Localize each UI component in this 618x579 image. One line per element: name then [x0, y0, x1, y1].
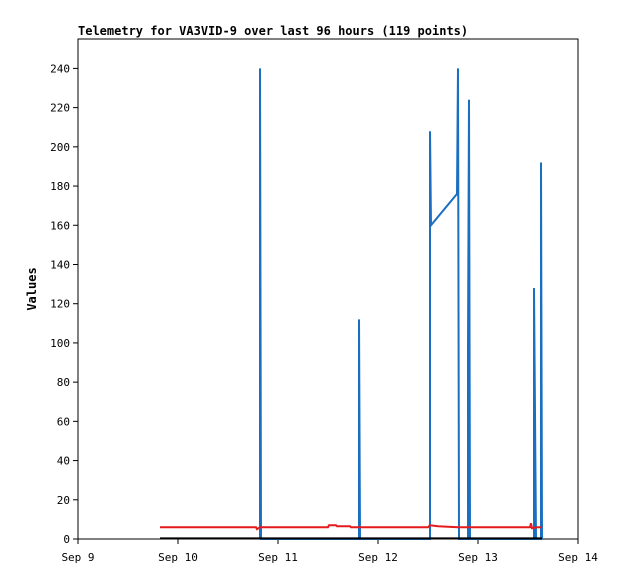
y-axis-label: Values [25, 267, 39, 310]
y-tick-label: 60 [57, 415, 70, 428]
plot-area [77, 38, 579, 540]
x-tick-label: Sep 10 [158, 551, 198, 564]
series-line-2 [160, 523, 542, 531]
x-tick-label: Sep 14 [558, 551, 598, 564]
x-tick-label: Sep 13 [458, 551, 498, 564]
y-tick-label: 80 [57, 376, 70, 389]
y-tick-label: 20 [57, 494, 70, 507]
y-tick-label: 200 [50, 141, 70, 154]
series-layer [160, 68, 543, 540]
y-axis: 0 20 40 60 80 100 120 140 160 180 200 220 240 [50, 62, 78, 546]
x-tick-label: Sep 9 [61, 551, 94, 564]
x-tick-label: Sep 11 [258, 551, 298, 564]
y-tick-label: 160 [50, 219, 70, 232]
y-tick-label: 40 [57, 455, 70, 468]
y-tick-label: 100 [50, 337, 70, 350]
y-tick-label: 120 [50, 298, 70, 311]
y-tick-label: 140 [50, 258, 70, 271]
y-tick-label: 220 [50, 102, 70, 115]
chart-title: Telemetry for VA3VID-9 over last 96 hour… [78, 24, 468, 38]
y-tick-label: 0 [63, 533, 70, 546]
y-tick-label: 240 [50, 62, 70, 75]
y-tick-label: 180 [50, 180, 70, 193]
x-axis: Sep 9 Sep 10 Sep 11 Sep 12 Sep 13 Sep 14 [61, 539, 598, 564]
x-tick-label: Sep 12 [358, 551, 398, 564]
